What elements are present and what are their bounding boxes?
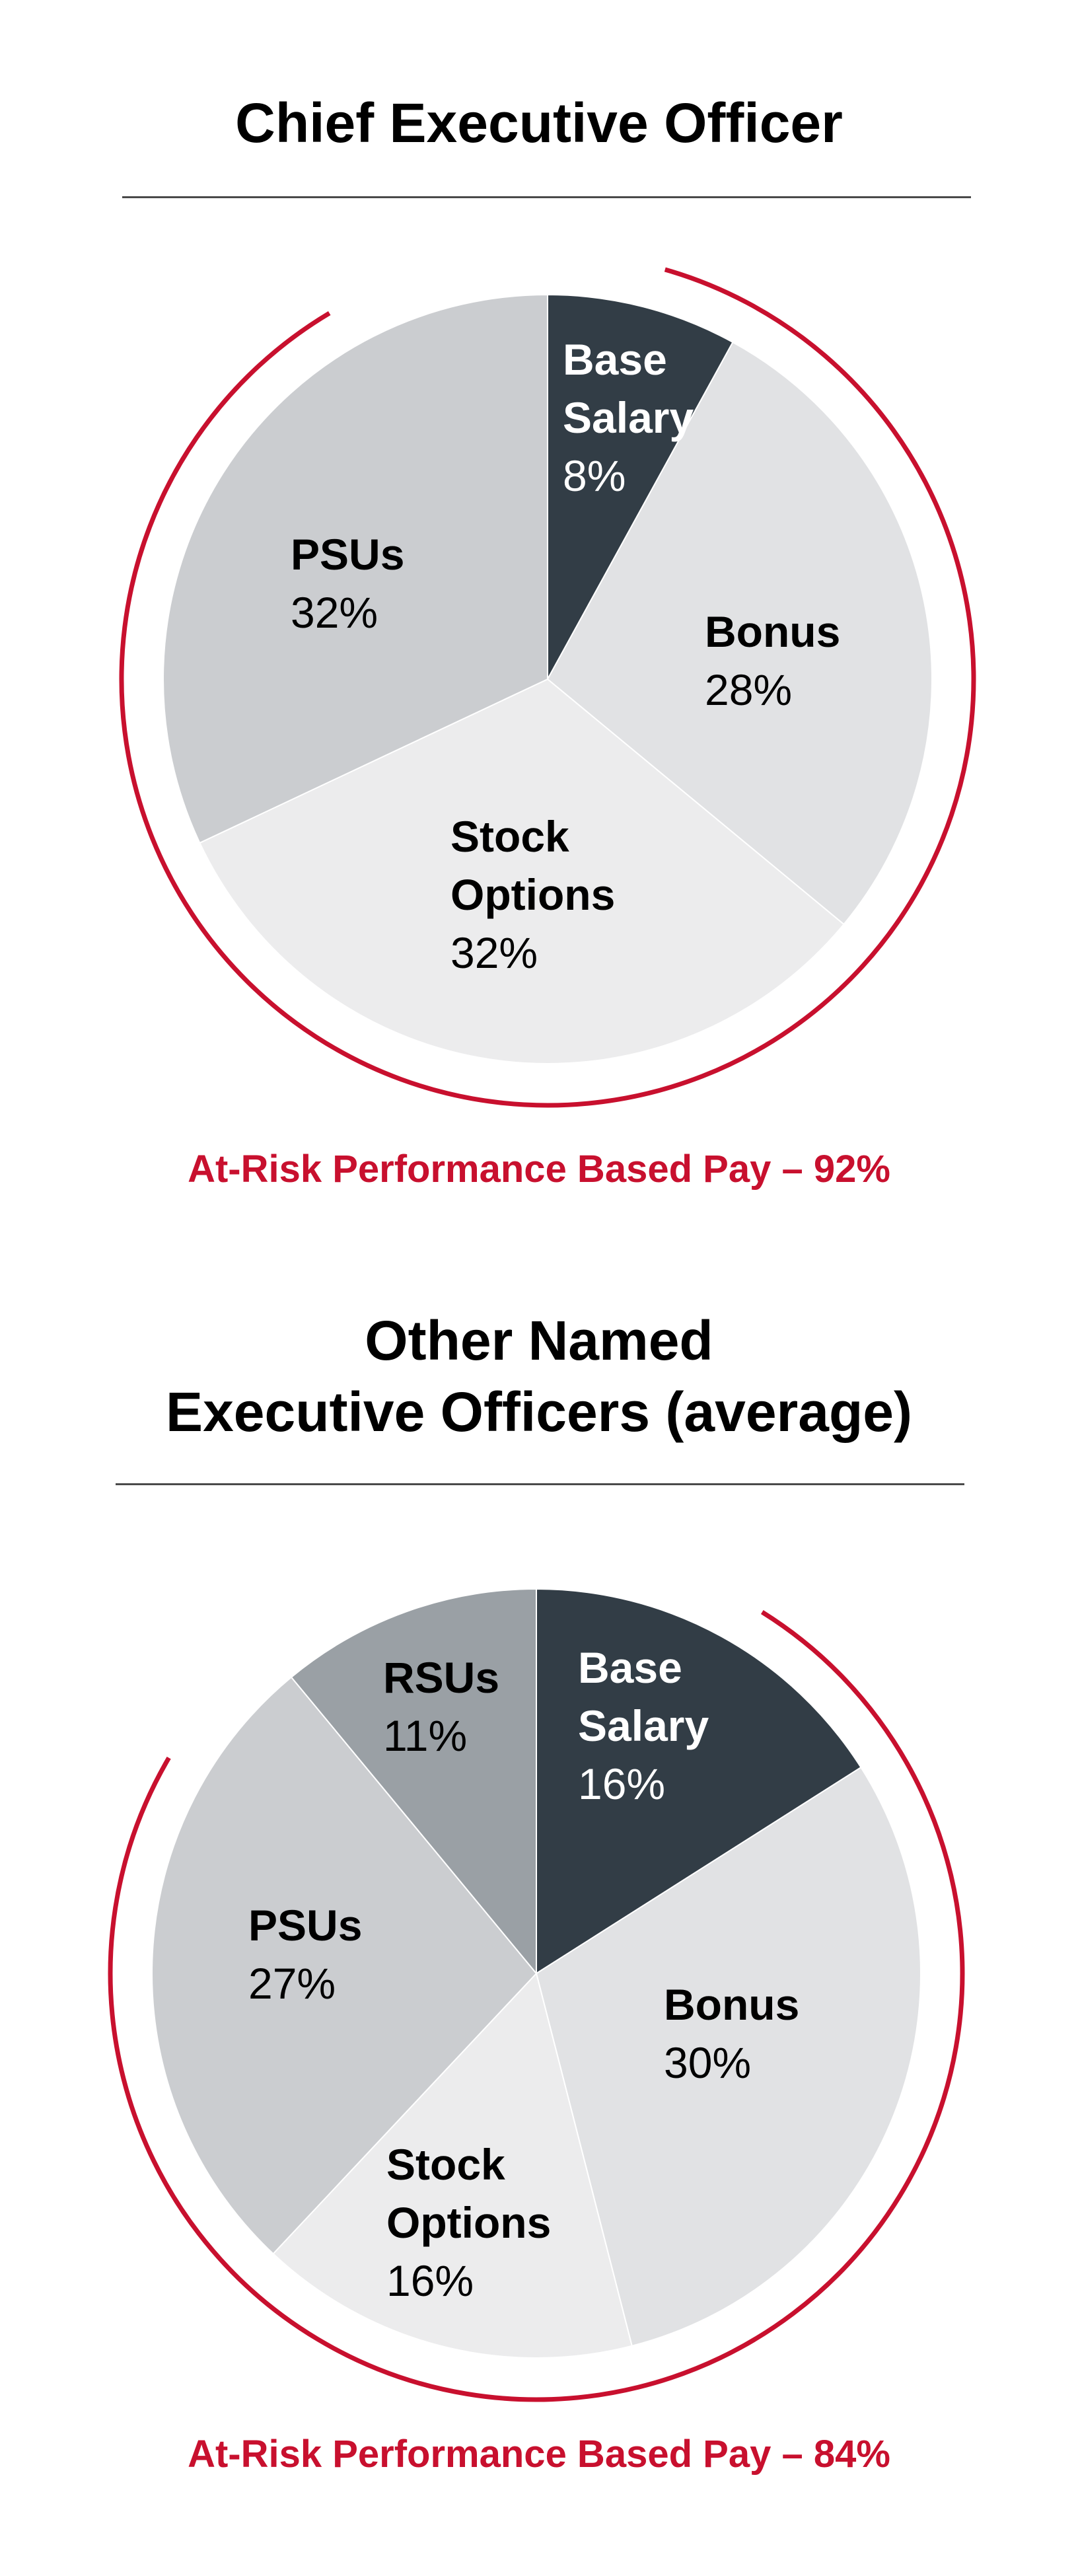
ceo-label-psus-value: 32% [291, 588, 378, 637]
neo-slice-stock-options [272, 1971, 633, 2359]
neo-label-base-salary-name: Base Salary [578, 1643, 709, 1750]
neo-title-divider [116, 1483, 964, 1485]
ceo-chart: Chief Executive Officer Base Salary 8% B… [0, 0, 1078, 1242]
ceo-label-bonus-value: 28% [705, 665, 793, 714]
neo-label-base-salary-value: 16% [578, 1759, 666, 1808]
neo-chart: Other Named Executive Officers (average)… [0, 1242, 1078, 2576]
ceo-title-divider [122, 196, 971, 198]
ceo-label-base-salary: Base Salary 8% [563, 330, 761, 505]
neo-pie-chart [108, 1588, 965, 2402]
neo-label-stock-options: Stock Options 16% [386, 2135, 598, 2310]
neo-label-stock-options-name: Stock Options [386, 2140, 552, 2247]
neo-slice-base-salary [536, 1588, 862, 1975]
ceo-slice-psus [162, 293, 548, 844]
neo-label-psus-name: PSUs [248, 1901, 363, 1950]
ceo-label-psus: PSUs 32% [291, 525, 404, 642]
ceo-pie-chart [119, 267, 976, 1108]
neo-label-psus: PSUs 27% [248, 1896, 362, 2012]
neo-label-bonus: Bonus 30% [664, 1975, 799, 2092]
ceo-label-stock-options-name: Stock Options [450, 812, 616, 919]
ceo-label-stock-options-value: 32% [450, 928, 538, 977]
neo-label-bonus-value: 30% [664, 2038, 752, 2087]
ceo-slice-stock-options [199, 678, 845, 1064]
neo-label-rsus-name: RSUs [383, 1653, 500, 1702]
ceo-label-psus-name: PSUs [291, 530, 405, 579]
neo-label-psus-value: 27% [248, 1959, 336, 2008]
ceo-label-base-salary-value: 8% [563, 451, 626, 500]
ceo-chart-title: Chief Executive Officer [235, 92, 843, 154]
neo-slice-rsus [290, 1588, 537, 1975]
ceo-label-bonus: Bonus 28% [705, 603, 840, 719]
neo-slice-psus [151, 1676, 538, 2255]
neo-at-risk-arc [108, 1610, 965, 2402]
neo-label-base-salary: Base Salary 16% [578, 1638, 776, 1813]
ceo-label-base-salary-name: Base Salary [563, 335, 694, 442]
ceo-slice-base-salary [547, 293, 734, 680]
ceo-at-risk-label: At-Risk Performance Based Pay – 92% [188, 1148, 890, 1191]
ceo-label-stock-options: Stock Options 32% [450, 807, 662, 982]
neo-label-rsus-value: 11% [383, 1711, 468, 1760]
neo-slice-bonus [535, 1766, 921, 2347]
neo-label-bonus-name: Bonus [664, 1980, 800, 2029]
neo-at-risk-label: At-Risk Performance Based Pay – 84% [188, 2433, 890, 2476]
ceo-slice-bonus [546, 341, 933, 926]
neo-label-rsus: RSUs 11% [383, 1648, 499, 1765]
ceo-label-bonus-name: Bonus [705, 607, 841, 656]
ceo-at-risk-arc [119, 267, 976, 1108]
neo-label-stock-options-value: 16% [386, 2256, 474, 2305]
neo-chart-title: Other Named Executive Officers (average) [166, 1309, 912, 1443]
